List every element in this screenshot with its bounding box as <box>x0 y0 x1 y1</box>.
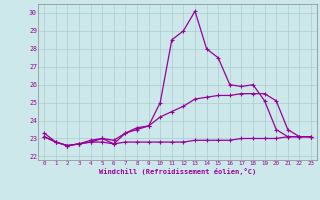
X-axis label: Windchill (Refroidissement éolien,°C): Windchill (Refroidissement éolien,°C) <box>99 168 256 175</box>
